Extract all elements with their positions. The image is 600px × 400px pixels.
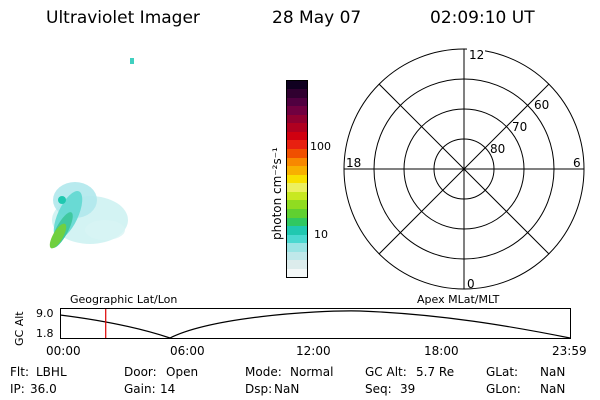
polar-diagonal-2 (378, 83, 550, 255)
colorbar-segment (286, 105, 307, 115)
x-tick-0000: 00:00 (46, 344, 81, 358)
footer-key: Gain: (124, 382, 156, 396)
colorbar-segment (286, 97, 307, 107)
colorbar (286, 80, 307, 278)
polar-plot: 12 18 6 0 60 70 80 (343, 47, 585, 291)
colorbar-segment (286, 242, 307, 252)
footer-value-gc-alt: 5.7 Re (416, 365, 455, 379)
footer-key: Door: (124, 365, 157, 379)
date-label: 28 May 07 (272, 8, 362, 28)
colorbar-segment (286, 268, 307, 278)
footer-value-door: Open (166, 365, 199, 379)
footer-key: GLat: (486, 365, 519, 379)
footer-key: IP: (10, 382, 25, 396)
colorbar-segment (286, 157, 307, 167)
x-tick-1800: 18:00 (424, 344, 459, 358)
colorbar-frame (286, 80, 308, 278)
mlt-label-18: 18 (346, 156, 361, 170)
timeline-y-label: GC Alt (13, 311, 26, 346)
colorbar-segment (286, 217, 307, 227)
colorbar-segment (286, 148, 307, 158)
timeline-frame (60, 308, 571, 339)
colorbar-tick-10: 10 (314, 228, 328, 241)
colorbar-segment (286, 88, 307, 98)
footer-value-glon: NaN (540, 382, 566, 396)
altitude-curve (60, 310, 571, 339)
footer-key: GLon: (486, 382, 521, 396)
colorbar-segment (286, 139, 307, 150)
mlt-label-12: 12 (469, 48, 484, 62)
footer-key: Seq: (365, 382, 392, 396)
geographic-header: Geographic Lat/Lon (70, 293, 178, 306)
x-tick-0600: 06:00 (170, 344, 205, 358)
auroral-emission-blob (49, 58, 134, 249)
colorbar-segment (286, 199, 307, 209)
instrument-title: Ultraviolet Imager (46, 8, 200, 28)
lat-label-60: 60 (534, 98, 549, 112)
timeline-y-tick-min: 1.8 (36, 327, 54, 340)
colorbar-segment (286, 259, 307, 269)
mlt-label-0: 0 (467, 277, 475, 291)
footer-value-mode: Normal (290, 365, 334, 379)
apex-header: Apex MLat/MLT (417, 293, 500, 306)
timeline-plot (60, 308, 571, 339)
footer-key: Flt: (10, 365, 29, 379)
footer-key: Dsp: (245, 382, 273, 396)
colorbar-segment (286, 165, 307, 175)
time-label: 02:09:10 UT (430, 8, 535, 28)
colorbar-segment (286, 225, 307, 235)
footer-value-ip: 36.0 (30, 382, 57, 396)
colorbar-segment (286, 251, 307, 261)
x-tick-2359: 23:59 (552, 344, 587, 358)
colorbar-segment (286, 80, 307, 90)
lat-label-70: 70 (512, 120, 527, 134)
colorbar-segment (286, 114, 307, 124)
colorbar-segment (286, 174, 307, 184)
colorbar-segment (286, 208, 307, 218)
footer-key: GC Alt: (365, 365, 407, 379)
footer-value-gain: 14 (160, 382, 176, 396)
x-tick-1200: 12:00 (296, 344, 331, 358)
timeline-y-tick-max: 9.0 (36, 307, 54, 320)
footer-key: Mode: (245, 365, 282, 379)
footer-value-flt: LBHL (36, 365, 67, 379)
colorbar-segment (286, 122, 307, 132)
colorbar-segment (286, 182, 307, 192)
footer-value-glat: NaN (540, 365, 566, 379)
colorbar-segment (286, 234, 307, 244)
uv-image-panel (49, 58, 134, 249)
colorbar-segment (286, 191, 307, 201)
colorbar-tick-100: 100 (310, 140, 331, 153)
lat-label-80: 80 (490, 142, 505, 156)
colorbar-unit-label: photon cm⁻²s⁻¹ (270, 147, 284, 240)
footer-value-seq: 39 (400, 382, 416, 396)
footer-value-dsp: NaN (274, 382, 300, 396)
colorbar-segment (286, 131, 307, 141)
mlt-label-6: 6 (573, 156, 581, 170)
